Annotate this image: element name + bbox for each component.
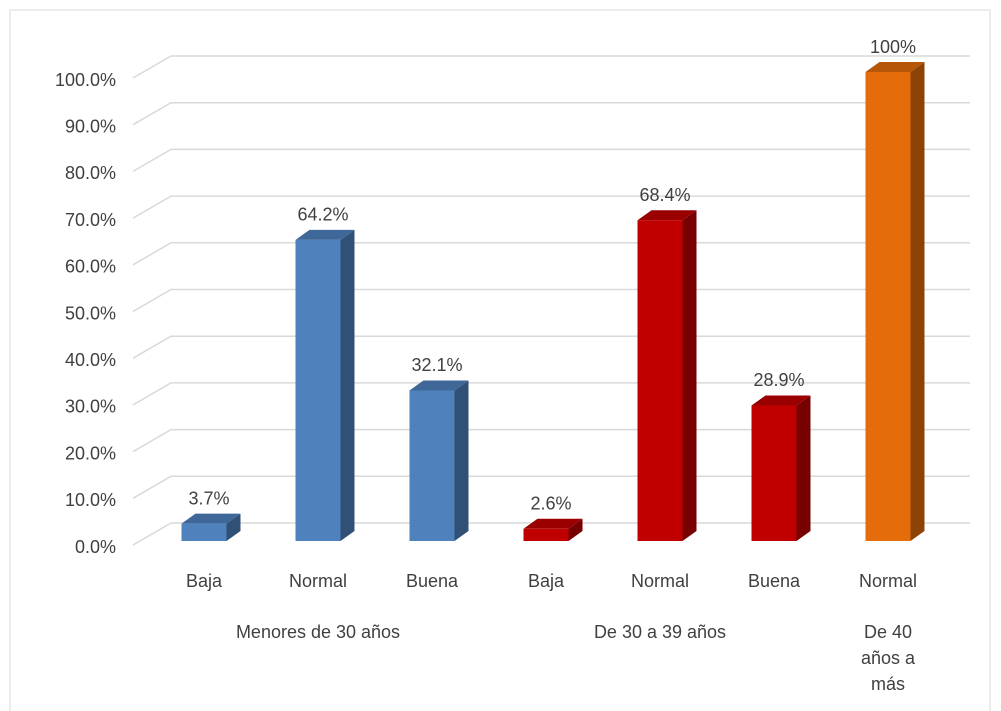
bar (637, 210, 697, 542)
group-label: De 40 años a más (860, 622, 916, 694)
x-tick-label: Buena (748, 571, 801, 591)
grid-line (132, 242, 970, 266)
bar-front (523, 528, 569, 541)
y-tick-label: 90.0% (65, 116, 116, 136)
grid-line (132, 428, 970, 453)
data-label: 3.7% (188, 488, 229, 508)
group-label: De 30 a 39 años (593, 622, 727, 642)
bar-front (181, 523, 227, 541)
bar-top (295, 229, 355, 240)
bar-top (409, 380, 469, 391)
y-tick-label: 100.0% (55, 70, 116, 90)
bar-front (409, 390, 455, 541)
x-tick-label: Buena (406, 571, 459, 591)
data-label: 2.6% (530, 494, 571, 514)
bar-side (226, 513, 241, 541)
y-tick-label: 50.0% (65, 303, 116, 323)
x-tick-label: Normal (859, 571, 917, 591)
y-tick-label: 20.0% (65, 443, 116, 463)
data-label: 68.4% (639, 185, 690, 205)
bar (751, 395, 811, 541)
bar (865, 62, 925, 541)
data-label: 64.2% (297, 205, 348, 225)
bar-side (454, 380, 469, 541)
y-tick-label: 60.0% (65, 257, 116, 277)
bar-side (910, 62, 925, 541)
y-tick-label: 80.0% (65, 163, 116, 183)
grid-line (132, 148, 970, 173)
bar (409, 380, 469, 541)
x-tick-label: Baja (528, 571, 565, 591)
bar-top (865, 62, 925, 72)
bar (523, 518, 583, 541)
grid-line (132, 522, 970, 546)
bar-top (523, 518, 583, 529)
bar-side (340, 229, 355, 542)
bar (181, 513, 241, 541)
x-tick-label: Normal (631, 571, 689, 591)
grid-line (132, 101, 970, 126)
bar-side (796, 395, 811, 541)
bar (295, 229, 355, 542)
bar-front (295, 239, 341, 542)
x-tick-label: Baja (186, 571, 223, 591)
bar-front (637, 220, 683, 542)
x-tick-label: Normal (289, 571, 347, 591)
y-tick-label: 30.0% (65, 397, 116, 417)
y-tick-label: 10.0% (65, 490, 116, 510)
chart-border (9, 9, 991, 711)
bar-side (568, 518, 583, 541)
grid-line (132, 195, 970, 219)
bar-top (637, 210, 697, 221)
data-label: 100% (870, 37, 916, 57)
grid-line (132, 475, 970, 499)
y-tick-label: 70.0% (65, 210, 116, 230)
grid-line (132, 55, 970, 79)
bar-front (865, 72, 911, 541)
data-label: 28.9% (753, 370, 804, 390)
group-label: Menores de 30 años (235, 622, 401, 642)
bar-front (751, 405, 797, 541)
data-label: 32.1% (411, 355, 462, 375)
bar-top (751, 395, 811, 406)
bar-side (682, 210, 697, 542)
y-tick-label: 0.0% (75, 537, 116, 557)
y-tick-label: 40.0% (65, 350, 116, 370)
grid-line (132, 382, 970, 406)
grid-line (132, 335, 970, 359)
grid-line (132, 288, 970, 313)
bar-top (181, 513, 241, 524)
